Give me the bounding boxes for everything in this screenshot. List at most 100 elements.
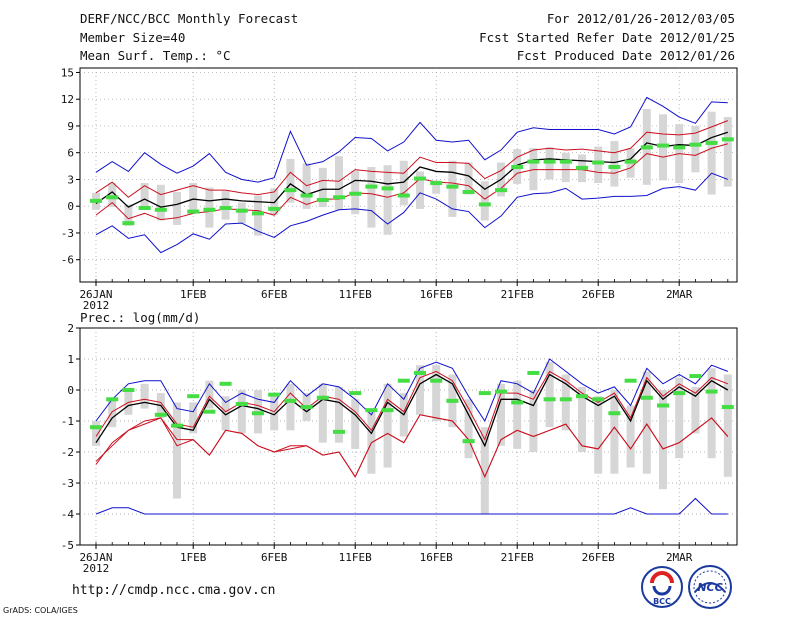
member-range-box — [561, 152, 570, 183]
member-range-box — [432, 180, 441, 194]
member-range-box — [610, 390, 619, 474]
member-range-box — [642, 371, 651, 474]
header-title: DERF/NCC/BCC Monthly Forecast — [80, 11, 299, 26]
footer-credit: GrADS: COLA/IGES — [3, 606, 78, 615]
observation-marker — [559, 159, 572, 164]
member-range-box — [108, 183, 117, 208]
member-range-box — [707, 111, 716, 195]
observation-marker — [543, 159, 556, 164]
observation-marker — [187, 209, 200, 214]
member-range-box — [416, 365, 424, 415]
y-tick-label: 12 — [61, 93, 74, 106]
observation-marker — [414, 370, 426, 375]
series-line-max — [95, 358, 728, 423]
observation-marker — [511, 164, 524, 169]
member-range-box — [594, 146, 603, 184]
header-fcst-produced: Fcst Produced Date 2012/01/26 — [516, 48, 735, 63]
y-tick-label: -1 — [61, 415, 74, 428]
member-range-box — [318, 383, 327, 443]
member-range-box — [659, 390, 667, 490]
x-tick-label: 11FEB — [339, 551, 372, 564]
member-range-box — [723, 117, 732, 187]
member-range-box — [173, 191, 181, 225]
member-range-box — [448, 160, 457, 217]
x-tick-label: 2MAR — [666, 288, 693, 301]
member-range-box — [432, 365, 441, 421]
x-tick-label: 6FEB — [261, 288, 288, 301]
y-tick-label: 0 — [67, 200, 74, 213]
y-tick-label: -6 — [61, 254, 74, 267]
member-range-box — [497, 383, 505, 446]
x-tick-label: 1FEB — [180, 551, 207, 564]
member-range-box — [513, 380, 522, 449]
observation-marker — [640, 395, 653, 400]
observation-marker — [268, 392, 281, 397]
y-tick-label: -4 — [61, 508, 75, 521]
ncc-logo-icon: NCC — [688, 565, 732, 609]
observation-marker — [219, 205, 232, 210]
observation-marker — [252, 411, 264, 416]
series-line-min — [95, 172, 728, 254]
observation-marker — [106, 397, 119, 402]
observation-marker — [462, 439, 475, 444]
member-range-box — [173, 402, 181, 499]
x-tick-label: 21FEB — [501, 551, 534, 564]
observation-marker — [543, 397, 556, 402]
observation-marker — [381, 408, 394, 413]
header-fcst-started: Fcst Started Refer Date 2012/01/25 — [479, 30, 735, 45]
y-tick-label: 0 — [67, 384, 74, 397]
member-range-box — [286, 383, 295, 431]
member-range-box — [383, 383, 392, 468]
member-range-box — [529, 390, 538, 452]
series-line-lowest-red- — [95, 414, 729, 479]
x-tick-label: 26FEB — [582, 288, 615, 301]
header-period: For 2012/01/26-2012/03/05 — [546, 11, 735, 26]
observation-marker — [90, 198, 102, 203]
member-range-box — [480, 181, 489, 221]
header-member-size: Member Size=40 — [80, 30, 186, 45]
observation-marker — [203, 409, 216, 414]
member-range-box — [92, 421, 100, 446]
y-tick-label: 1 — [67, 353, 74, 366]
series-line-upper — [95, 120, 728, 198]
observation-marker — [300, 405, 313, 410]
y-tick-label: 9 — [67, 120, 74, 133]
x-tick-label: 1FEB — [180, 288, 207, 301]
x-tick-sublabel: 2012 — [83, 299, 110, 312]
observation-marker — [446, 398, 459, 403]
observation-marker — [316, 197, 329, 202]
observation-marker — [187, 394, 200, 399]
observation-marker — [300, 193, 313, 198]
bcc-logo-text: BCC — [653, 597, 671, 606]
observation-marker — [171, 423, 183, 428]
observation-marker — [397, 378, 410, 383]
x-tick-label: 26FEB — [582, 551, 615, 564]
observation-marker — [349, 391, 362, 396]
observation-marker — [252, 211, 264, 216]
member-range-box — [399, 160, 408, 206]
observation-marker — [608, 411, 621, 416]
observation-marker — [430, 378, 443, 383]
observation-marker — [333, 195, 345, 200]
member-range-box — [205, 380, 214, 409]
observation-marker — [122, 388, 135, 392]
bcc-logo-icon: BCC — [641, 566, 683, 608]
observation-marker — [673, 391, 686, 396]
observation-marker — [527, 370, 540, 375]
prec-axis-title: Prec.: log(mm/d) — [80, 310, 200, 325]
series-line-min — [95, 497, 728, 515]
member-range-box — [383, 165, 392, 235]
member-range-box — [351, 399, 360, 449]
footer-url[interactable]: http://cmdp.ncc.cma.gov.cn — [72, 583, 276, 598]
member-range-box — [335, 156, 343, 210]
member-range-box — [723, 374, 732, 477]
member-range-box — [367, 166, 376, 228]
member-range-box — [221, 396, 230, 431]
observation-marker — [349, 191, 362, 196]
series-line-ensemble-mean — [95, 131, 729, 208]
x-tick-sublabel: 2012 — [83, 562, 110, 575]
observation-marker — [235, 208, 248, 213]
